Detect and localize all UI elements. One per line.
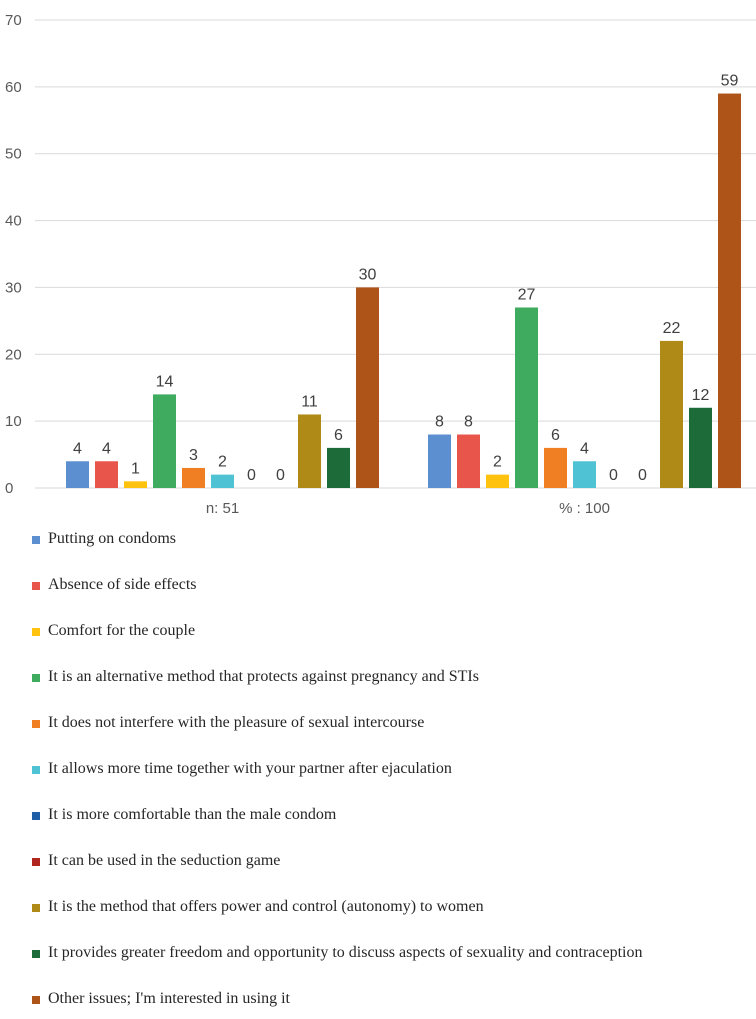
y-tick-label: 0 [5, 480, 13, 497]
legend-label: It provides greater freedom and opportun… [48, 944, 643, 961]
legend-label: It can be used in the seduction game [48, 852, 281, 869]
data-label: 8 [435, 414, 444, 431]
legend-swatch [32, 674, 40, 682]
bar [182, 467, 205, 488]
data-label: 2 [493, 454, 502, 471]
legend-swatch [32, 720, 40, 728]
y-tick-label: 40 [5, 213, 22, 230]
data-label: 4 [102, 440, 111, 457]
legend-swatch [32, 812, 40, 820]
legend-label: Putting on condoms [48, 530, 177, 547]
legend-item: Comfort for the couple [32, 622, 195, 640]
legend-swatch [32, 582, 40, 590]
legend-swatch [32, 628, 40, 636]
bar [457, 434, 480, 488]
legend-item: It provides greater freedom and opportun… [32, 944, 643, 962]
y-tick-label: 10 [5, 413, 22, 430]
legend-item: It can be used in the seduction game [32, 852, 280, 870]
category-label: n: 51 [206, 500, 239, 517]
legend-item: It is an alternative method that protect… [32, 668, 479, 686]
data-label: 8 [464, 414, 473, 431]
bar [153, 394, 176, 488]
bar [573, 461, 596, 488]
data-labels: 4 4 1 14 3 2 0 0 11 6 30 8 8 2 27 6 4 0 0 22 12 59 [73, 73, 738, 484]
y-tick-label: 50 [5, 146, 22, 163]
y-tick-label: 60 [5, 79, 22, 96]
data-label: 6 [551, 427, 560, 444]
data-label: 30 [359, 266, 377, 283]
bar [356, 287, 379, 488]
data-label: 0 [638, 467, 647, 484]
data-label: 59 [721, 73, 739, 90]
data-label: 14 [156, 373, 174, 390]
bar [486, 474, 509, 488]
bar [298, 414, 321, 488]
data-label: 0 [609, 467, 618, 484]
legend-label: Other issues; I'm interested in using it [48, 990, 290, 1007]
data-label: 3 [189, 447, 198, 464]
legend-label: It is an alternative method that protect… [48, 668, 479, 685]
legend-label: It does not interfere with the pleasure … [48, 714, 425, 731]
data-label: 12 [692, 387, 710, 404]
legend-item: It is the method that offers power and c… [32, 898, 484, 916]
data-label: 0 [247, 467, 256, 484]
legend-item: Absence of side effects [32, 576, 197, 594]
bar [718, 93, 741, 489]
legend-label: Comfort for the couple [48, 622, 196, 639]
legend-swatch [32, 766, 40, 774]
data-label: 11 [301, 393, 318, 410]
legend-item: It is more comfortable than the male con… [32, 806, 336, 824]
bar [124, 481, 147, 488]
category-label: % : 100 [559, 500, 610, 517]
legend-label: Absence of side effects [48, 576, 197, 593]
x-axis-categories: n: 51 % : 100 [206, 500, 610, 517]
data-label: 1 [131, 460, 140, 477]
legend-label: It allows more time together with your p… [48, 760, 452, 777]
legend-swatch [32, 904, 40, 912]
legend-label: It is more comfortable than the male con… [48, 806, 337, 823]
legend-item: It allows more time together with your p… [32, 760, 452, 778]
bar [660, 340, 683, 488]
bar [66, 461, 89, 488]
bar [211, 474, 234, 488]
data-label: 0 [276, 467, 285, 484]
data-label: 22 [663, 320, 681, 337]
bar [544, 447, 567, 488]
legend-item: Putting on condoms [32, 530, 176, 548]
legend-item: Other issues; I'm interested in using it [32, 990, 290, 1008]
legend-swatch [32, 858, 40, 866]
data-label: 4 [580, 440, 589, 457]
y-tick-label: 70 [5, 12, 22, 29]
bar [515, 307, 538, 488]
gridlines [35, 19, 756, 489]
y-axis-ticks: 0 10 20 30 40 50 60 70 [5, 12, 22, 497]
data-label: 2 [218, 454, 227, 471]
legend-swatch [32, 996, 40, 1004]
legend-swatch [32, 536, 40, 544]
bar [428, 434, 451, 488]
legend-label: It is the method that offers power and c… [48, 898, 484, 915]
bar [327, 447, 350, 488]
data-label: 4 [73, 440, 82, 457]
bars [66, 93, 741, 489]
data-label: 27 [518, 286, 536, 303]
bar [689, 407, 712, 488]
y-tick-label: 20 [5, 346, 22, 363]
legend-swatch [32, 950, 40, 958]
data-label: 6 [334, 427, 343, 444]
legend-item: It does not interfere with the pleasure … [32, 714, 424, 732]
bar [95, 461, 118, 488]
y-tick-label: 30 [5, 279, 22, 296]
